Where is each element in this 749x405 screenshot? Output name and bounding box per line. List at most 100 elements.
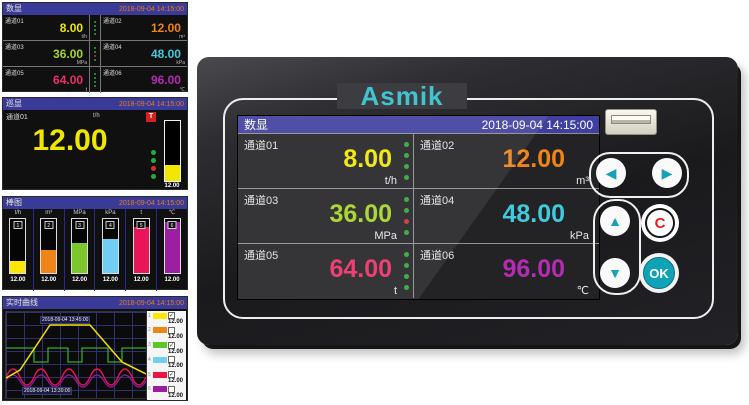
status-dot	[404, 252, 409, 257]
bar-fill	[133, 226, 149, 273]
thumb-channel-01: 通道01 8.00 t/h	[3, 15, 89, 40]
thumb-channel-04: 通道04 48.00 kPa	[101, 41, 187, 66]
channel-value: 48.00	[150, 47, 181, 61]
channel-label: 通道02	[420, 140, 455, 152]
channel-unit: ℃	[179, 87, 185, 93]
channel-value: 36.00	[329, 200, 392, 228]
legend-value: 12.00	[167, 333, 183, 340]
status-dot	[93, 20, 96, 23]
channel-value: 96.00	[502, 255, 565, 283]
right-button[interactable]: ▶	[652, 158, 682, 188]
status-dot	[93, 58, 96, 61]
channel-value: 36.00	[53, 47, 84, 61]
thumb-row: 通道05 64.00 t 通道06 96.00 ℃	[3, 67, 187, 93]
left-button[interactable]: ◀	[596, 158, 626, 188]
status-dot	[404, 197, 409, 202]
thumb-header: 数显 2018-09-04 14:15:00	[3, 3, 187, 15]
channel-label: 通道05	[244, 250, 279, 262]
status-dots	[400, 134, 414, 188]
screen-row: 通道05 64.00 t 通道06 96.00 ℃	[238, 243, 599, 298]
channel-unit: m³	[179, 34, 185, 40]
status-dot	[93, 24, 96, 27]
thumbnail-digital-display: 数显 2018-09-04 14:15:00 通道01 8.00 t/h 通道0…	[2, 2, 188, 93]
bar-value: 12.00	[41, 277, 57, 283]
curve-start-timestamp: 2018-09-04 13:30:00	[22, 387, 73, 395]
legend-checkbox: ✓	[168, 341, 175, 349]
status-dot	[93, 32, 96, 35]
curve-plot-area: 2018-09-04 13:45:00 2018-09-04 13:30:00	[5, 311, 147, 399]
thumb-header: 巡显 2018-09-04 14:15:00	[3, 98, 187, 110]
status-dot	[93, 73, 96, 75]
bar-value: 12.00	[164, 183, 180, 189]
channel-value: 96.00	[150, 73, 181, 87]
thumb-channel-03: 通道03 36.00 MPa	[3, 41, 89, 66]
legend-number: 5	[148, 371, 151, 378]
thumb-body: 通道01 t/h T 12.00 12.00	[3, 110, 187, 191]
alarm-dot	[93, 54, 96, 57]
bar-value: 12.00	[72, 277, 88, 283]
curve-lines	[5, 324, 147, 388]
status-dot	[151, 174, 156, 179]
bar-channel-number: 5	[136, 221, 146, 229]
status-dot	[404, 175, 409, 180]
status-dot	[151, 150, 156, 155]
status-dots	[400, 244, 414, 298]
thumb-body: 2018-09-04 13:45:00 2018-09-04 13:30:00 …	[3, 309, 187, 402]
bar-value: 12.00	[164, 277, 180, 283]
brand-logo: Asmik	[337, 83, 467, 109]
channel-unit: MPa	[76, 60, 88, 66]
status-dot	[404, 230, 409, 235]
status-dots	[89, 41, 101, 66]
thumb-row: 通道01 8.00 t/h 通道02 12.00 m³	[3, 15, 187, 41]
thumb-datetime: 2018-09-04 14:15:00	[119, 299, 184, 307]
bar-value: 12.00	[10, 277, 26, 283]
up-down-button-group: ▲ ▼	[593, 199, 641, 295]
usb-slot	[611, 115, 651, 124]
curve-cursor-timestamp: 2018-09-04 13:45:00	[40, 316, 91, 324]
bar-value: 12.00	[102, 277, 118, 283]
front-panel-outline	[223, 98, 714, 319]
thumbnail-realtime-curve: 实时曲线 2018-09-04 14:15:00 2018-09-04 13:4…	[2, 296, 188, 401]
legend-checkbox: ✓	[168, 371, 175, 379]
legend-color-swatch	[153, 371, 167, 378]
ok-button[interactable]: OK	[639, 253, 679, 293]
bar-column: ℃ 6 12.00	[157, 209, 187, 291]
legend-item: 5 ✓ 12.00	[148, 371, 185, 384]
channel-label: 通道01	[5, 19, 24, 25]
right-arrow-icon: ▶	[661, 165, 673, 181]
bar-channel-number: 3	[75, 221, 85, 229]
bar-unit: ℃	[168, 210, 176, 216]
status-dots	[400, 189, 414, 243]
status-dot	[404, 208, 409, 213]
thumb-row: 通道03 36.00 MPa 通道04 48.00 kPa	[3, 41, 187, 67]
thumb-title: 棒图	[6, 198, 22, 207]
channel-pane-05: 通道05 64.00 t	[238, 244, 400, 298]
status-dots	[89, 15, 101, 40]
legend-number: 1	[148, 312, 151, 319]
screen-datetime: 2018-09-04 14:15:00	[481, 117, 593, 132]
channel-unit: MPa	[374, 230, 397, 242]
thumb-body: t/h 1 12.00 m³ 2 12.00 MPa 3	[3, 209, 187, 291]
screen-title: 数显	[244, 118, 269, 132]
screen-row: 通道03 36.00 MPa 通道04 48.00 kPa	[238, 188, 599, 243]
thumb-title: 数显	[6, 4, 22, 13]
bar-unit: MPa	[73, 210, 86, 216]
bar-gauge: 4	[101, 218, 119, 274]
bar-fill	[164, 222, 180, 273]
channel-value: 12.00	[32, 124, 108, 157]
legend-item: 3 ✓ 12.00	[148, 341, 185, 355]
bar-fill	[41, 250, 57, 273]
level-bar-gauge	[164, 120, 181, 182]
legend-color-swatch	[153, 356, 167, 363]
channel-pane-04: 通道04 48.00 kPa	[414, 189, 599, 243]
legend-value: 12.00	[167, 378, 183, 385]
thumb-datetime: 2018-09-04 14:15:00	[119, 100, 184, 108]
bar-unit: m³	[45, 210, 53, 216]
clear-button[interactable]: C	[641, 204, 679, 242]
down-button[interactable]: ▼	[600, 258, 630, 288]
up-button[interactable]: ▲	[600, 206, 630, 236]
legend-checkbox	[168, 356, 175, 364]
bar-unit: t	[140, 210, 143, 216]
legend-number: 4	[148, 356, 151, 363]
legend-value: 12.00	[167, 348, 183, 355]
